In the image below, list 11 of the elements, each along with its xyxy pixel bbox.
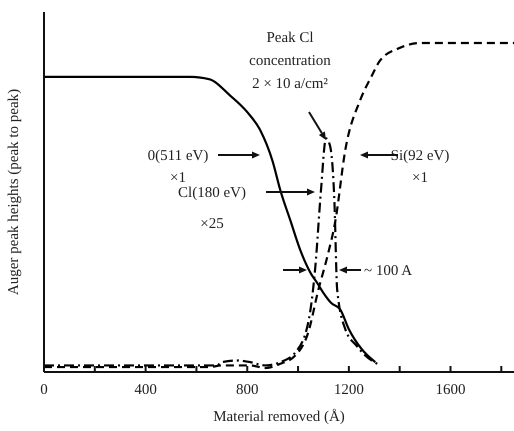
annotation: Peak Cl concentration 2 × 10 a/cm² — [249, 30, 332, 92]
annotation: 0(511 eV) ×1 — [148, 148, 208, 186]
annotation: Cl(180 eV) ×25 — [178, 185, 246, 232]
x-tick-label: 0 — [40, 382, 48, 398]
y-axis-title: Auger peak heights (peak to peak) — [6, 88, 22, 296]
x-axis-title: Material removed (Å) — [213, 408, 345, 425]
x-tick-label: 1200 — [334, 382, 364, 398]
x-tick-label: 400 — [134, 382, 157, 398]
x-tick-label: 800 — [236, 382, 258, 398]
annotation: ~ 100 A — [364, 263, 412, 279]
x-tick-label: 1600 — [435, 382, 466, 398]
